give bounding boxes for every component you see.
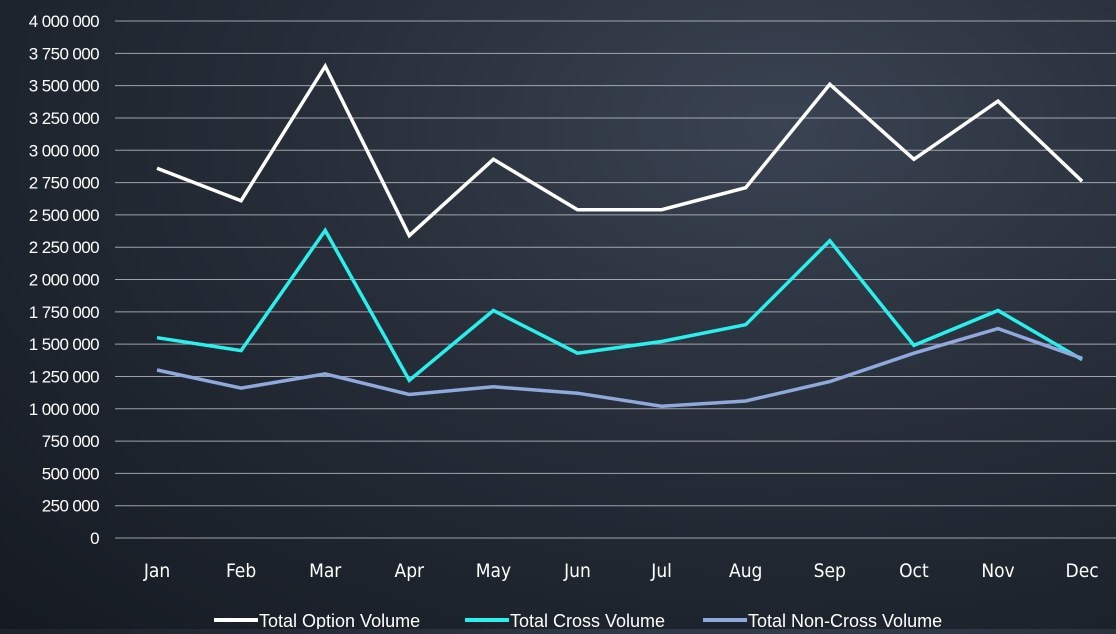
y-tick-label: 1 000 000 <box>29 400 99 419</box>
y-tick-label: 1 750 000 <box>29 303 99 322</box>
legend-item: Total Non-Cross Volume <box>703 611 942 629</box>
x-axis-ticks: Jan Feb Mar Apr May Jun Jul Aug Sep Oct Nov Dec <box>143 560 1099 582</box>
y-tick-label: 4 000 000 <box>29 12 99 31</box>
x-tick-label: Oct <box>899 560 929 582</box>
series-lines <box>157 66 1082 406</box>
y-tick-label: 3 000 000 <box>29 141 99 160</box>
y-tick-label: 2 250 000 <box>29 238 99 257</box>
series-line-3 <box>157 329 1082 407</box>
y-tick-label: 1 500 000 <box>29 335 99 354</box>
x-tick-label: Nov <box>981 560 1014 582</box>
y-axis-ticks: 0 250 000 500 000 750 000 1 000 000 1 250 000… <box>29 12 99 548</box>
series-line-1 <box>157 66 1082 235</box>
x-tick-label: Mar <box>309 560 342 582</box>
y-tick-label: 500 000 <box>42 464 99 483</box>
x-tick-label: Apr <box>395 560 426 582</box>
y-tick-label: 0 <box>90 529 99 548</box>
x-tick-label: Jun <box>563 560 591 582</box>
x-tick-label: May <box>476 560 511 582</box>
legend-label: Total Option Volume <box>259 611 420 629</box>
y-tick-label: 2 000 000 <box>29 271 99 290</box>
y-tick-label: 3 500 000 <box>29 77 99 96</box>
x-tick-label: Aug <box>729 560 762 582</box>
x-tick-label: Jul <box>650 560 672 582</box>
y-tick-label: 1 250 000 <box>29 367 99 386</box>
y-tick-label: 250 000 <box>42 497 99 516</box>
legend-item: Total Option Volume <box>214 611 420 629</box>
x-tick-label: Feb <box>226 560 256 582</box>
x-tick-label: Jan <box>143 560 170 582</box>
gridlines <box>115 21 1116 538</box>
y-tick-label: 2 500 000 <box>29 206 99 225</box>
series-line-2 <box>157 230 1082 380</box>
y-tick-label: 3 250 000 <box>29 109 99 128</box>
legend-label: Total Cross Volume <box>510 611 665 629</box>
y-tick-label: 750 000 <box>42 432 99 451</box>
legend-label: Total Non-Cross Volume <box>748 611 942 629</box>
legend: Total Option Volume Total Cross Volume Tot… <box>214 611 942 629</box>
y-tick-label: 3 750 000 <box>29 44 99 63</box>
y-tick-label: 2 750 000 <box>29 174 99 193</box>
x-tick-label: Sep <box>814 560 846 582</box>
x-tick-label: Dec <box>1066 560 1099 582</box>
legend-item: Total Cross Volume <box>465 611 665 629</box>
